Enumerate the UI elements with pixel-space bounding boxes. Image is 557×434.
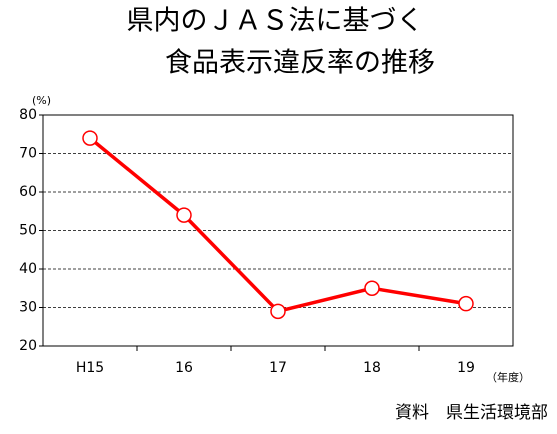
x-tick-label: H15: [76, 360, 104, 376]
chart-title: 食品表示違反率の推移: [165, 48, 435, 79]
y-tick-label: 40: [19, 261, 37, 277]
data-point: [458, 295, 474, 312]
y-tick-label: 60: [19, 184, 37, 200]
x-tick-label: 16: [175, 360, 193, 376]
y-tick-label: 20: [19, 338, 37, 354]
x-tick-label: 18: [363, 360, 381, 376]
data-point: [270, 303, 286, 320]
x-axis-unit: （年度）: [486, 370, 530, 384]
y-tick-label: 80: [19, 107, 37, 123]
data-line: [88, 136, 467, 314]
plot-frame: [42, 114, 514, 347]
data-point: [176, 207, 192, 223]
x-tick-label: 19: [457, 360, 475, 376]
y-tick-label: 30: [19, 300, 37, 316]
y-tick-label: 50: [19, 223, 37, 239]
y-axis-unit: (%): [32, 94, 51, 107]
y-tick-label: 70: [19, 146, 37, 162]
source-note: 資料 県生活環境部: [395, 403, 548, 423]
data-point: [364, 280, 380, 296]
x-tick-label: 17: [269, 360, 287, 376]
chart-title: 県内のＪＡＳ法に基づく: [127, 6, 424, 37]
data-point: [82, 130, 98, 146]
